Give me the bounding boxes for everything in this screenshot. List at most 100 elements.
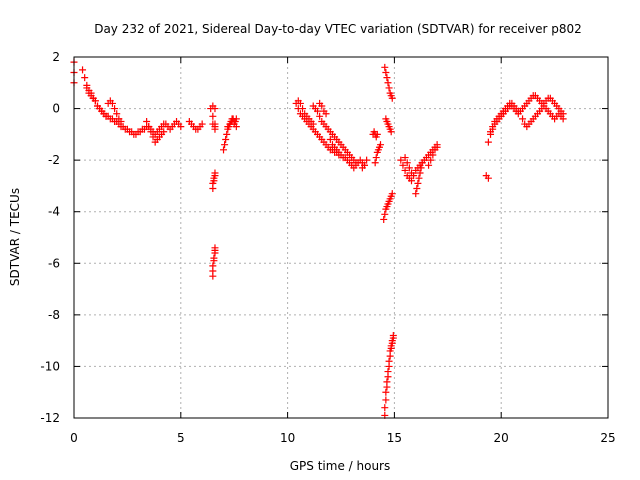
data-point	[399, 161, 407, 169]
y-tick-label: -2	[48, 153, 60, 167]
data-point	[223, 130, 231, 138]
y-tick-label: 0	[52, 102, 60, 116]
data-point	[413, 185, 421, 193]
data-point	[111, 105, 119, 113]
data-point	[388, 190, 396, 198]
data-point	[384, 79, 392, 87]
x-tick-label: 15	[387, 431, 402, 445]
data-point	[416, 169, 424, 177]
y-tick-label: -12	[40, 411, 60, 425]
data-point	[210, 254, 218, 262]
data-point	[314, 107, 322, 115]
y-axis-label: SDTVAR / TECUs	[8, 188, 22, 286]
data-point	[407, 177, 415, 185]
data-point	[487, 128, 495, 136]
data-point	[79, 66, 87, 74]
data-point	[385, 84, 393, 92]
data-point	[381, 404, 389, 412]
x-tick-label: 25	[600, 431, 615, 445]
y-tick-label: -6	[48, 256, 60, 270]
data-point	[415, 174, 423, 182]
data-point	[377, 141, 385, 149]
data-point	[372, 154, 380, 162]
data-point	[222, 136, 230, 144]
data-point	[433, 143, 441, 151]
grid-lines	[74, 57, 608, 418]
data-point	[388, 94, 396, 102]
data-point	[296, 99, 304, 107]
data-point	[425, 161, 433, 169]
data-point	[401, 154, 409, 162]
data-point	[384, 368, 392, 376]
y-tick-labels: -12 -10 -8 -6 -4 -2 0 2	[40, 50, 60, 425]
plot-frame	[73, 56, 609, 419]
data-point	[382, 396, 390, 404]
data-point	[373, 130, 381, 138]
data-point	[108, 99, 116, 107]
data-point	[484, 174, 492, 182]
data-point	[352, 159, 360, 167]
data-point	[198, 120, 206, 128]
data-point	[381, 210, 389, 218]
data-point	[209, 262, 217, 270]
data-point	[177, 123, 185, 131]
y-tick-label: -10	[40, 359, 60, 373]
data-point	[412, 190, 420, 198]
data-point	[401, 166, 409, 174]
data-point	[383, 74, 391, 82]
data-point	[232, 123, 240, 131]
data-point	[403, 159, 411, 167]
data-point	[220, 146, 228, 154]
data-point	[559, 110, 567, 118]
data-points	[70, 58, 567, 419]
y-tick-label: 2	[52, 50, 60, 64]
data-point	[381, 63, 389, 71]
data-point	[221, 141, 229, 149]
data-point	[211, 244, 219, 252]
x-tick-label: 10	[280, 431, 295, 445]
y-tick-label: -4	[48, 205, 60, 219]
chart-title: Day 232 of 2021, Sidereal Day-to-day VTE…	[94, 22, 582, 36]
x-tick-label: 0	[70, 431, 78, 445]
data-point	[211, 120, 219, 128]
data-point	[117, 117, 125, 125]
data-point	[299, 105, 307, 113]
y-tick-label: -8	[48, 308, 60, 322]
data-point	[83, 84, 91, 92]
data-point	[371, 159, 379, 167]
data-point	[489, 123, 497, 131]
data-point	[514, 107, 522, 115]
data-point	[387, 128, 395, 136]
data-point	[429, 151, 437, 159]
data-point	[360, 161, 368, 169]
data-point	[427, 156, 435, 164]
data-point	[417, 164, 425, 172]
data-point	[160, 128, 168, 136]
data-point	[149, 133, 157, 141]
data-point	[363, 156, 371, 164]
data-point	[326, 136, 334, 144]
data-point	[232, 115, 240, 123]
data-point	[397, 156, 405, 164]
x-tick-label: 20	[494, 431, 509, 445]
data-point	[405, 164, 413, 172]
data-point	[383, 378, 391, 386]
data-point	[380, 215, 388, 223]
data-point	[389, 331, 397, 339]
data-point	[385, 357, 393, 365]
data-point	[102, 112, 110, 120]
data-point	[309, 120, 317, 128]
x-tick-labels: 0 5 10 15 20 25	[70, 431, 615, 445]
data-point	[407, 169, 415, 177]
data-point	[414, 179, 422, 187]
data-point	[147, 128, 155, 136]
data-point	[322, 110, 330, 118]
data-point	[418, 159, 426, 167]
data-point	[91, 97, 99, 105]
data-point	[382, 388, 390, 396]
data-point	[316, 112, 324, 120]
data-point	[145, 123, 153, 131]
data-point	[211, 105, 219, 113]
data-point	[538, 105, 546, 113]
